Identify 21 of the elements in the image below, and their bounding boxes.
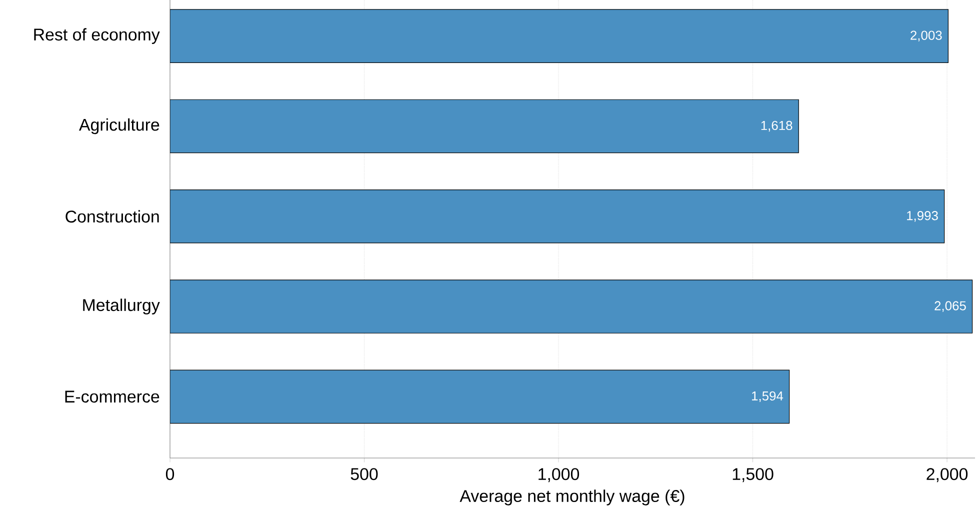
y-tick-label: Agriculture xyxy=(78,118,160,134)
x-tick-label: 0 xyxy=(166,468,174,480)
bar xyxy=(170,280,973,334)
data-label: 2,003 xyxy=(910,30,942,42)
data-label: 1,993 xyxy=(907,211,938,222)
bar xyxy=(170,9,948,63)
x-tick-label: 500 xyxy=(350,468,378,480)
data-label: 1,594 xyxy=(752,391,784,402)
data-label: 2,065 xyxy=(934,301,966,312)
x-tick-label: 1,000 xyxy=(538,468,580,482)
x-tick-label: 2,000 xyxy=(926,468,968,482)
bar xyxy=(170,99,799,154)
x-axis-title: Average net monthly wage (€) xyxy=(460,490,684,506)
bar xyxy=(170,189,945,244)
data-label: 1,618 xyxy=(761,120,792,132)
bar xyxy=(170,370,790,424)
x-tick-label: 1,500 xyxy=(732,468,774,482)
y-tick-label: Metallurgy xyxy=(83,298,160,314)
y-tick-label: E-commerce xyxy=(65,390,160,403)
y-tick-label: Rest of economy xyxy=(34,28,160,44)
y-tick-label: Construction xyxy=(66,210,159,223)
